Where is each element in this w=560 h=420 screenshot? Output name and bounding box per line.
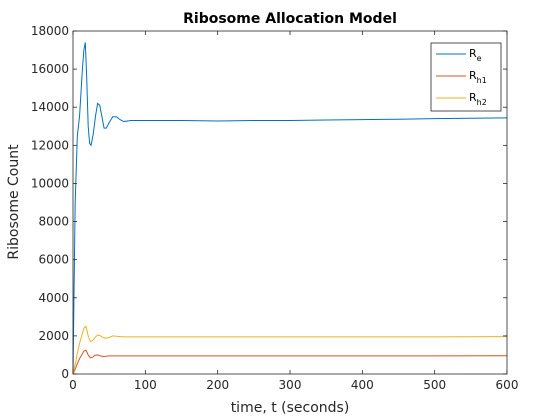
y-tick-label: 14000 xyxy=(31,100,69,114)
x-tick-label: 600 xyxy=(496,378,519,392)
y-tick-label: 10000 xyxy=(31,176,69,190)
y-tick-label: 0 xyxy=(61,367,69,381)
x-tick-label: 300 xyxy=(279,378,302,392)
x-tick-label: 200 xyxy=(206,378,229,392)
legend-box xyxy=(430,42,502,112)
y-tick-label: 12000 xyxy=(31,138,69,152)
y-tick-label: 16000 xyxy=(31,62,69,76)
series-line-r-h2 xyxy=(72,325,508,375)
y-tick-label: 2000 xyxy=(38,329,69,343)
legend-entry-subscript: e xyxy=(477,54,482,63)
x-tick-label: 100 xyxy=(134,378,157,392)
legend-entry-subscript: h2 xyxy=(477,98,487,107)
chart-title: Ribosome Allocation Model xyxy=(183,11,397,27)
series-line-r-e xyxy=(72,42,508,375)
series-layer xyxy=(72,42,508,375)
x-tick-label: 0 xyxy=(69,378,77,392)
y-axis-title: Ribosome Count xyxy=(6,144,22,260)
y-tick-label: 18000 xyxy=(31,24,69,38)
x-axis-title: time, t (seconds) xyxy=(231,400,350,416)
x-tick-label: 400 xyxy=(351,378,374,392)
y-tick-label: 4000 xyxy=(38,291,69,305)
x-tick-label: 500 xyxy=(423,378,446,392)
legend-entry-subscript: h1 xyxy=(477,76,487,85)
y-axis: 0 2000 4000 6000 8000 10000 12000 14000 16000 180… xyxy=(31,24,507,381)
y-tick-label: 6000 xyxy=(38,253,69,267)
x-axis: 0 100 200 300 400 500 600 xyxy=(69,31,518,392)
series-line-r-h1 xyxy=(72,349,508,375)
y-tick-label: 8000 xyxy=(38,215,69,229)
